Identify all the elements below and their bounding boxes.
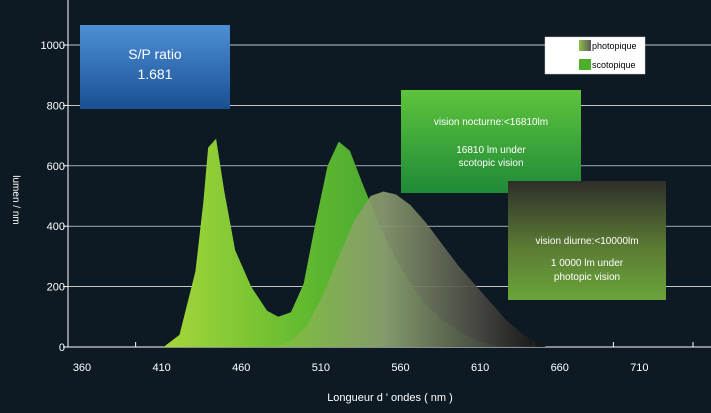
legend-label-photopique: photopique	[592, 41, 637, 51]
series-area-photopique	[275, 191, 546, 347]
night-vision-box: vision nocturne:<16810lm 16810 lm under …	[401, 90, 581, 193]
y-tick-label-400: 400	[47, 221, 65, 233]
x-tick-label-660: 660	[551, 362, 569, 374]
day-vision-title: vision diurne:<10000lm	[535, 236, 638, 247]
x-tick-label-410: 410	[152, 362, 170, 374]
x-tick-label-460: 460	[232, 362, 250, 374]
day-vision-line1: 1 0000 lm under	[551, 258, 624, 269]
tick-labels: 0 200 400 600 800 1000 360 410 460 510 560 610 660 71…	[41, 40, 649, 374]
series-area-scotopique	[163, 138, 506, 347]
legend: photopique scotopique	[544, 36, 646, 75]
night-vision-title: vision nocturne:<16810lm	[434, 117, 548, 128]
y-axis-label: lumen / nm	[10, 175, 21, 224]
night-vision-line2: scotopic vision	[458, 158, 523, 169]
sp-ratio-value: 1.681	[137, 66, 172, 82]
sp-ratio-label: S/P ratio	[128, 46, 182, 62]
x-tick-label-360: 360	[73, 362, 91, 374]
day-vision-line2: photopic vision	[554, 272, 620, 283]
x-axis-label: Longueur d ' ondes ( nm )	[327, 392, 453, 404]
x-tick-label-610: 610	[471, 362, 489, 374]
y-tick-label-800: 800	[47, 100, 65, 112]
x-tick-label-510: 510	[312, 362, 330, 374]
y-tick-label-600: 600	[47, 161, 65, 173]
x-tick-label-710: 710	[630, 362, 648, 374]
night-vision-line1: 16810 lm under	[456, 145, 526, 156]
x-tick-label-560: 560	[391, 362, 409, 374]
day-vision-box: vision diurne:<10000lm 1 0000 lm under p…	[508, 181, 666, 300]
sp-ratio-box: S/P ratio 1.681	[80, 25, 230, 109]
legend-label-scotopique: scotopique	[592, 60, 636, 70]
y-tick-label-0: 0	[59, 342, 65, 354]
series-areas	[163, 138, 546, 347]
legend-swatch-scotopique	[579, 59, 591, 70]
y-tick-label-200: 200	[47, 282, 65, 294]
y-tick-label-1000: 1000	[41, 40, 65, 52]
legend-swatch-photopique	[579, 40, 591, 51]
